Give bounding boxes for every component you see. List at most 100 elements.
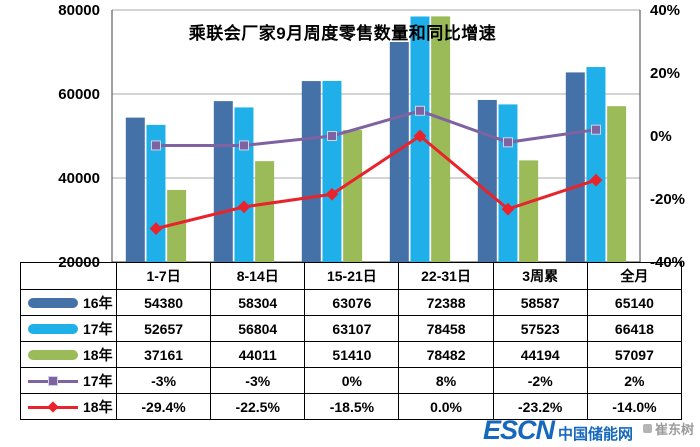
bar-series1-cat1 xyxy=(234,107,254,262)
legend-bar-swatch xyxy=(28,323,78,334)
legend-cell: 16年 xyxy=(20,289,117,316)
table-row-bar-2: 18年 37161 44011 51410 78482 44194 57097 xyxy=(20,341,683,368)
category-header: 3周累 xyxy=(492,262,588,290)
author-credit: 崔东树 xyxy=(642,419,694,438)
diamond-marker-icon xyxy=(47,400,59,413)
table-cell: -3% xyxy=(210,367,306,394)
legend-name: 17年 xyxy=(83,372,113,389)
legend-bar-swatch xyxy=(28,349,78,360)
table-cell: 58587 xyxy=(492,289,588,316)
table-cell: -23.2% xyxy=(492,393,588,420)
chart-title: 乘联会厂家9月周度零售数量和同比增速 xyxy=(188,24,497,43)
table-cell: 65140 xyxy=(586,289,683,316)
legend-line-swatch xyxy=(28,400,78,413)
author-credit-label: 崔东树 xyxy=(654,422,694,437)
category-header: 22-31日 xyxy=(398,262,494,290)
table-cell: 0% xyxy=(304,367,400,394)
legend-name: 16年 xyxy=(83,294,113,311)
left-axis-tick: 80000 xyxy=(58,2,100,19)
diamond-marker xyxy=(501,202,515,216)
table-cell: 78482 xyxy=(398,341,494,368)
category-header: 15-21日 xyxy=(304,262,400,290)
line-series1 xyxy=(155,134,597,231)
square-marker xyxy=(239,140,249,151)
bar-series0-cat4 xyxy=(477,99,497,262)
escn-logo: ESCN xyxy=(482,415,555,445)
diamond-marker xyxy=(149,222,163,235)
legend-cell: 17年 xyxy=(20,315,117,342)
table-cell: 8% xyxy=(398,367,494,394)
diamond-marker xyxy=(325,187,339,201)
table-cell: 51410 xyxy=(304,341,400,368)
category-header: 8-14日 xyxy=(210,262,306,290)
table-cell: 56804 xyxy=(210,315,306,342)
table-cell: 54380 xyxy=(115,289,212,316)
left-axis-tick: 40000 xyxy=(58,170,100,187)
square-marker-icon xyxy=(49,376,57,385)
table-cell: 52657 xyxy=(115,315,212,342)
bar-series1-cat5 xyxy=(586,67,606,262)
table-row-line-0: 17年 -3% -3% 0% 8% -2% 2% xyxy=(20,367,683,394)
data-table-wrap: 1-7日 8-14日 15-21日 22-31日 3周累 全月 16年 54380 58304 6… xyxy=(20,262,683,420)
legend-name: 18年 xyxy=(83,346,113,363)
legend-bar-swatch xyxy=(28,297,78,308)
table-cell: 66418 xyxy=(586,315,683,342)
bar-series0-cat0 xyxy=(125,117,145,262)
table-cell: 57523 xyxy=(492,315,588,342)
table-cell: 44011 xyxy=(210,341,306,368)
table-corner-cell xyxy=(20,262,117,290)
table-cell: 63076 xyxy=(304,289,400,316)
category-header: 1-7日 xyxy=(115,262,212,290)
table-cell: 78458 xyxy=(398,315,494,342)
legend-line-swatch xyxy=(28,375,78,387)
watermark: ESCN 中国储能网 崔东树 xyxy=(483,415,694,446)
bar-series2-cat0 xyxy=(167,189,187,262)
table-cell: 44194 xyxy=(492,341,588,368)
table-cell: 57097 xyxy=(586,341,683,368)
table-cell: -22.5% xyxy=(210,393,306,420)
bar-series2-cat1 xyxy=(255,161,275,262)
table-row-line-1: 18年 -29.4% -22.5% -18.5% 0.0% -23.2% -14.0% xyxy=(20,393,683,420)
right-axis-tick: -20% xyxy=(650,191,685,208)
table-cell: 63107 xyxy=(304,315,400,342)
square-marker xyxy=(151,140,161,151)
right-axis-tick: 40% xyxy=(650,2,680,19)
square-marker xyxy=(591,124,601,135)
table-cell: 2% xyxy=(586,367,683,394)
table-cell: -29.4% xyxy=(115,393,212,420)
table-cell: -3% xyxy=(115,367,212,394)
bar-series0-cat2 xyxy=(301,81,321,262)
square-marker xyxy=(327,131,337,141)
data-table: 1-7日 8-14日 15-21日 22-31日 3周累 全月 16年 54380 58304 6… xyxy=(20,262,683,420)
legend-cell: 18年 xyxy=(20,393,117,420)
legend-name: 17年 xyxy=(83,320,113,337)
table-cell: 37161 xyxy=(115,341,212,368)
table-header-row: 1-7日 8-14日 15-21日 22-31日 3周累 全月 xyxy=(20,262,683,290)
table-row-bar-1: 17年 52657 56804 63107 78458 57523 66418 xyxy=(20,315,683,342)
legend-name: 18年 xyxy=(83,398,113,415)
table-cell: -18.5% xyxy=(304,393,400,420)
right-axis-tick: 0% xyxy=(650,128,672,145)
bar-series0-cat3 xyxy=(389,41,409,263)
credit-icon xyxy=(642,424,652,433)
table-cell: -2% xyxy=(492,367,588,394)
bar-series1-cat2 xyxy=(322,80,342,263)
bar-series1-cat4 xyxy=(498,104,518,262)
table-cell: 0.0% xyxy=(398,393,494,420)
diamond-marker xyxy=(237,200,251,214)
right-axis-tick: 20% xyxy=(650,65,680,82)
table-cell: -14.0% xyxy=(586,393,683,420)
left-axis-tick: 60000 xyxy=(58,86,100,103)
bar-series2-cat4 xyxy=(519,160,539,262)
table-cell: 72388 xyxy=(398,289,494,316)
legend-cell: 17年 xyxy=(20,367,117,394)
legend-cell: 18年 xyxy=(20,341,117,368)
bar-series2-cat3 xyxy=(431,16,451,263)
bar-series0-cat1 xyxy=(213,101,233,262)
escn-site-name: 中国储能网 xyxy=(557,426,633,443)
table-cell: 58304 xyxy=(210,289,306,316)
bar-series2-cat5 xyxy=(607,106,627,262)
table-row-bar-0: 16年 54380 58304 63076 72388 58587 65140 xyxy=(20,289,683,316)
